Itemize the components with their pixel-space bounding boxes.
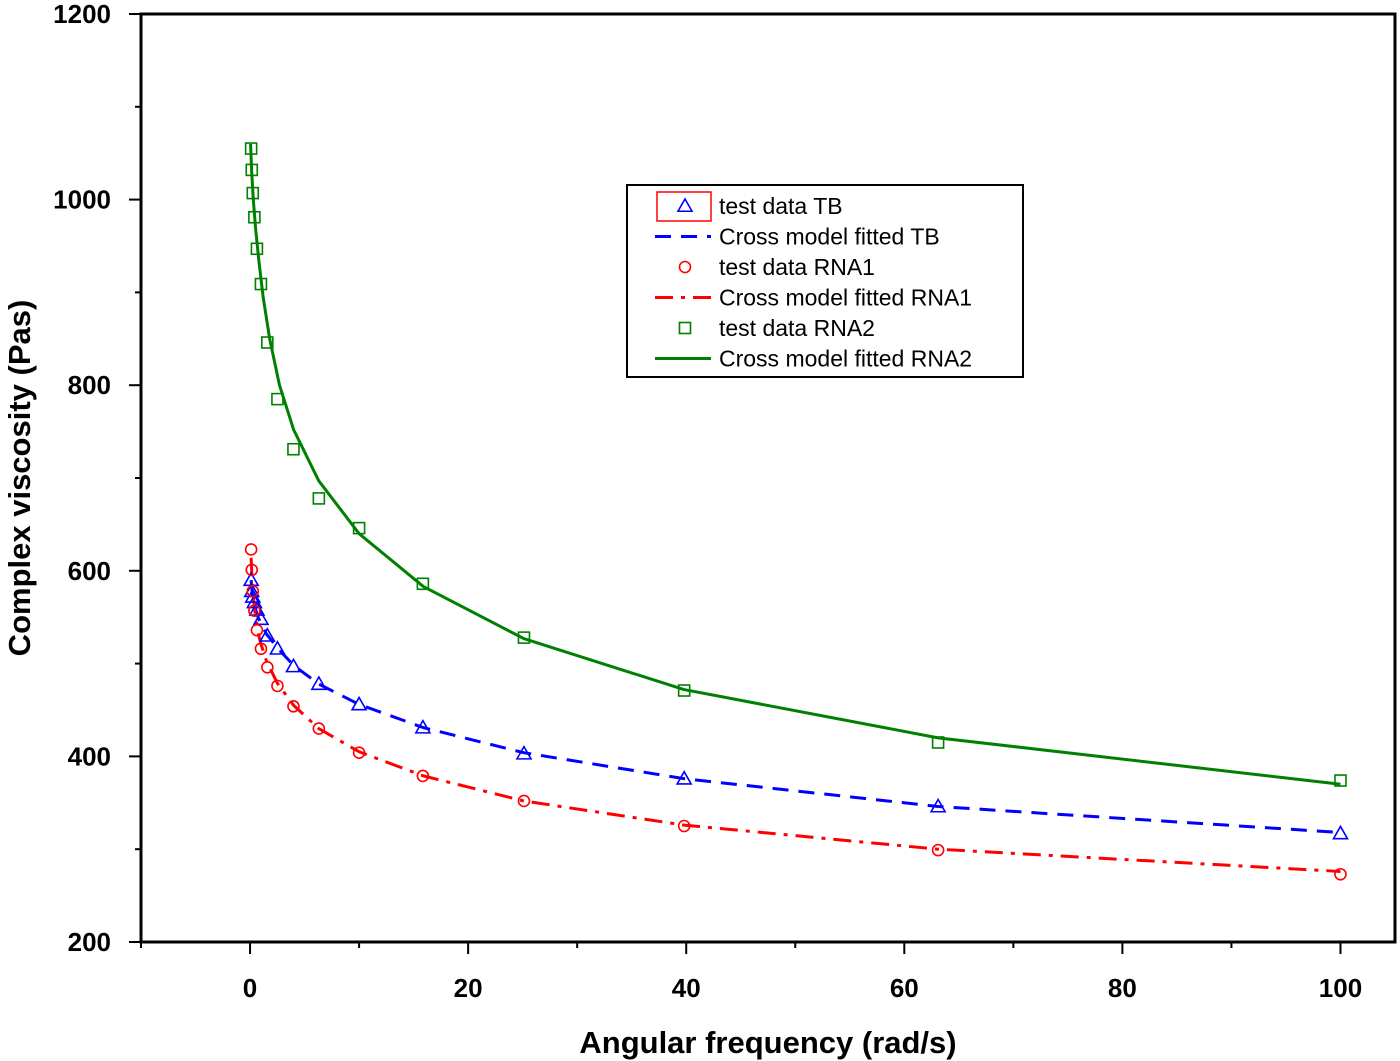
- data-point: [1334, 774, 1347, 787]
- data-point: [285, 657, 302, 673]
- series-line-1: [249, 579, 1341, 834]
- data-point: [245, 563, 259, 577]
- data-point: [350, 695, 368, 711]
- data-point: [250, 242, 264, 256]
- data-point: [254, 642, 268, 656]
- legend-symbol: [678, 321, 692, 335]
- data-point: [258, 627, 276, 642]
- y-tick-label: 400: [68, 741, 111, 771]
- series-markers-0: [242, 571, 1349, 840]
- data-point: [271, 392, 284, 406]
- data-point: [245, 163, 259, 177]
- y-tick-label: 1200: [53, 0, 111, 29]
- legend-symbol: [676, 197, 694, 213]
- fit-curve: [249, 143, 1341, 786]
- legend-item: Cross model fitted RNA2: [655, 346, 972, 372]
- plot-frame: [139, 12, 1397, 944]
- x-tick-label: 20: [454, 973, 483, 1003]
- data-point: [269, 640, 286, 655]
- data-point: [246, 584, 260, 598]
- data-point: [244, 142, 258, 155]
- data-point: [931, 843, 945, 857]
- y-tick-label: 1000: [53, 185, 111, 215]
- legend-item: Cross model fitted TB: [655, 224, 940, 250]
- data-point: [261, 661, 274, 674]
- data-point: [248, 604, 261, 618]
- data-point: [244, 543, 258, 556]
- legend-label: Cross model fitted RNA1: [719, 285, 972, 311]
- data-point: [1332, 824, 1349, 840]
- data-point: [515, 745, 533, 760]
- data-point: [352, 521, 366, 535]
- data-point: [352, 746, 366, 759]
- data-point: [312, 492, 326, 505]
- data-point: [312, 722, 326, 735]
- data-point: [675, 770, 693, 785]
- legend-label: test data TB: [719, 193, 843, 219]
- y-tick-label: 200: [68, 927, 111, 957]
- fit-curve: [249, 557, 1341, 873]
- legend-item: test data RNA1: [678, 254, 875, 280]
- legend: test data TB Cross model fitted TB test da…: [626, 184, 1024, 378]
- data-point: [287, 699, 300, 713]
- data-point: [416, 769, 430, 783]
- data-point: [414, 719, 432, 734]
- fit-curve: [249, 579, 1341, 834]
- data-point: [517, 631, 531, 644]
- x-axis-title: Angular frequency (rad/s): [579, 1025, 956, 1060]
- data-point: [287, 442, 300, 456]
- x-tick-label: 40: [672, 973, 701, 1003]
- legend-label: test data RNA1: [719, 254, 875, 280]
- series-markers-2: [244, 543, 1347, 881]
- data-point: [252, 610, 270, 626]
- y-tick-label: 600: [68, 556, 111, 586]
- data-point: [517, 794, 531, 808]
- series-line-3: [249, 557, 1341, 873]
- legend-item: test data TB: [676, 193, 843, 219]
- y-tick-label: 800: [68, 370, 111, 400]
- legend-selection-highlight: [656, 191, 712, 222]
- x-tick-label: 80: [1108, 973, 1137, 1003]
- data-point: [254, 277, 268, 291]
- data-point: [1334, 867, 1347, 881]
- data-point: [677, 819, 691, 833]
- data-point: [261, 336, 274, 349]
- legend-label: Cross model fitted RNA2: [719, 346, 972, 372]
- data-point: [310, 675, 328, 691]
- data-point: [248, 210, 261, 224]
- series-line-5: [249, 143, 1341, 786]
- legend-label: Cross model fitted TB: [719, 224, 940, 250]
- series-markers-4: [244, 142, 1347, 787]
- data-point: [246, 186, 260, 200]
- data-point: [416, 577, 430, 591]
- data-point: [677, 684, 691, 697]
- legend-label: test data RNA2: [719, 315, 875, 341]
- data-point: [271, 679, 284, 693]
- legend-item: test data RNA2: [678, 315, 875, 341]
- data-point: [931, 736, 945, 749]
- legend-item: Cross model fitted RNA1: [655, 285, 972, 311]
- series-layer: [242, 142, 1349, 881]
- x-tick-label: 0: [243, 973, 257, 1003]
- legend-box: [626, 184, 1024, 378]
- axis-ticks: 0 20 40 60 80 100 200 400 600 800 1000 1200: [53, 0, 1362, 1003]
- x-tick-label: 100: [1319, 973, 1362, 1003]
- legend-symbol: [678, 260, 692, 274]
- y-axis-title: Complex viscosity (Pas): [2, 300, 37, 657]
- data-point: [929, 797, 947, 813]
- x-tick-label: 60: [890, 973, 919, 1003]
- data-point: [250, 623, 264, 637]
